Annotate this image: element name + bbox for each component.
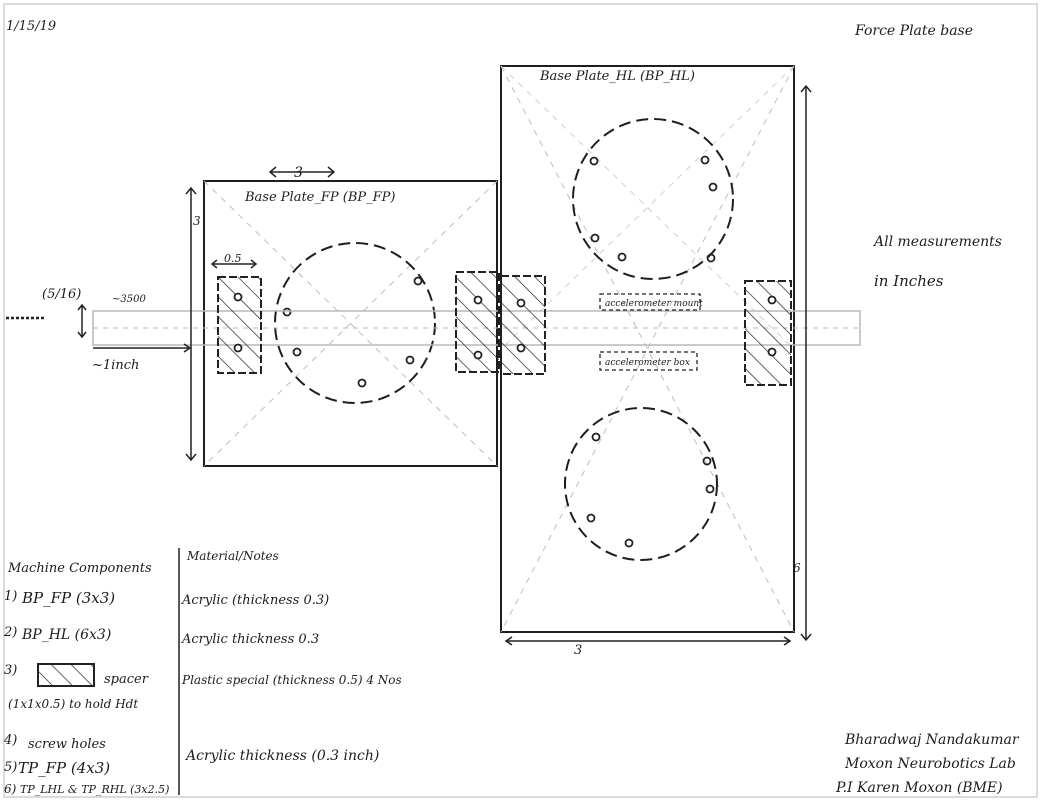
signature-name: Bharadwaj Nandakumar — [844, 732, 1020, 748]
dim-fp-height: 3 — [193, 214, 201, 228]
component-material: Acrylic (thickness 0.3) — [181, 593, 329, 608]
screw-hole — [357, 378, 367, 388]
components-heading: Machine Components — [7, 561, 152, 576]
screw-hole — [706, 253, 716, 263]
dimension-lines — [77, 84, 812, 646]
screw-hole — [700, 155, 710, 165]
dim-rod-diameter: (5/16) — [42, 287, 81, 302]
component-name: TP_LHL & TP_RHL (3x2.5) — [20, 783, 169, 796]
screw-hole — [586, 513, 596, 523]
component-num: 2) — [3, 625, 17, 640]
accelerometer: accelerometer mount accelerometer box — [599, 293, 703, 371]
component-name: screw holes — [28, 737, 106, 752]
screw-hole — [282, 307, 292, 317]
dim-rod-extend: ~1inch — [92, 358, 139, 373]
sheet-title: Force Plate base — [854, 23, 973, 39]
screw-hole — [702, 456, 712, 466]
base-plate-fp: Base Plate_FP (BP_FP) — [203, 180, 498, 467]
connecting-rod — [6, 310, 861, 346]
measurement-note-line2: in Inches — [874, 272, 944, 290]
component-name: BP_FP (3x3) — [21, 589, 115, 607]
signature-lab: Moxon Neurobotics Lab — [844, 756, 1016, 772]
measurement-note-line1: All measurements — [872, 234, 1002, 250]
component-material: Plastic special (thickness 0.5) 4 Nos — [181, 673, 402, 687]
plate-fp-label: Base Plate_FP (BP_FP) — [244, 190, 395, 205]
screw-hole — [292, 347, 302, 357]
signature-pi: P.I Karen Moxon (BME) — [835, 780, 1003, 796]
component-material: Acrylic thickness 0.3 — [181, 632, 319, 647]
page-border — [3, 3, 1038, 798]
component-name: spacer — [104, 672, 149, 687]
component-num: 4) — [3, 733, 17, 748]
component-material: Acrylic thickness (0.3 inch) — [184, 748, 379, 764]
accelerometer-box-label: accelerometer box — [605, 358, 690, 368]
component-name: TP_FP (4x3) — [18, 759, 110, 777]
spacer-symbol — [37, 663, 95, 687]
screw-hole — [405, 355, 415, 365]
dim-spacer-width: 0.5 — [224, 252, 242, 265]
screw-hole — [705, 484, 715, 494]
screw-hole — [708, 182, 718, 192]
component-num: 1) — [4, 589, 17, 604]
component-num: 3) — [4, 663, 17, 678]
component-list: 1) BP_FP (3x3) Acrylic (thickness 0.3) 2… — [3, 589, 402, 796]
material-heading: Material/Notes — [186, 549, 279, 563]
component-num: 6) — [4, 782, 17, 796]
component-num: 5) — [4, 760, 17, 775]
dim-fp-width: 3 — [294, 165, 303, 181]
plate-hl-label: Base Plate_HL (BP_HL) — [539, 69, 695, 84]
screw-hole — [617, 252, 627, 262]
screw-hole — [624, 538, 634, 548]
screw-hole — [591, 432, 601, 442]
date-label: 1/15/19 — [6, 19, 56, 34]
screw-hole — [590, 233, 600, 243]
screw-hole — [413, 276, 423, 286]
spacer-blocks — [217, 271, 792, 386]
component-name: BP_HL (6x3) — [21, 627, 111, 643]
dim-hl-height: 6 — [793, 561, 801, 575]
accelerometer-mount-label: accelerometer mount — [605, 299, 703, 309]
dim-rod-offset: ~3500 — [112, 294, 146, 305]
component-sub: (1x1x0.5) to hold Hdt — [8, 697, 138, 711]
dim-hl-width: 3 — [574, 643, 582, 658]
screw-hole — [589, 156, 599, 166]
